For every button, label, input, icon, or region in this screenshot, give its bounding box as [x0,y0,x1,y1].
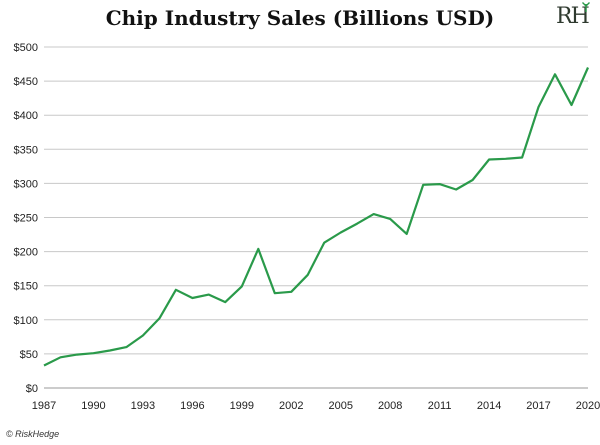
credit-text: © RiskHedge [6,429,60,439]
y-tick-label: $50 [20,349,38,361]
x-axis-ticks: 1987 1990 1993 1996 1999 2002 2005 2008 2011 2014… [32,400,600,412]
x-tick-label: 1999 [230,400,254,412]
x-tick-label: 2002 [279,400,303,412]
riskhedge-logo: RH [556,2,596,36]
y-tick-label: $0 [26,383,38,395]
y-tick-label: $500 [14,42,38,54]
y-tick-label: $150 [14,281,38,293]
x-tick-label: 2005 [328,400,352,412]
x-tick-label: 2014 [477,400,501,412]
y-tick-label: $400 [14,110,38,122]
x-tick-label: 1996 [180,400,204,412]
chart-title: Chip Industry Sales (Billions USD) [105,6,495,30]
grid-lines [44,46,588,389]
leaf-icon [582,2,590,12]
x-tick-label: 2020 [576,400,600,412]
x-tick-label: 2011 [428,400,452,412]
x-tick-label: 2017 [526,400,550,412]
y-tick-label: $250 [14,213,38,225]
y-tick-label: $350 [14,144,38,156]
y-tick-label: $100 [14,315,38,327]
y-tick-label: $450 [14,76,38,88]
y-tick-label: $200 [14,247,38,259]
x-tick-label: 1993 [131,400,155,412]
x-tick-label: 1987 [32,400,56,412]
logo-text: RH [556,4,590,29]
y-axis-ticks: $0 $50 $100 $150 $200 $250 $300 $350 $400 $450 $50… [14,42,38,395]
x-tick-label: 2008 [378,400,402,412]
series-line [43,67,590,367]
x-tick-label: 1990 [81,400,105,412]
y-tick-label: $300 [14,178,38,190]
